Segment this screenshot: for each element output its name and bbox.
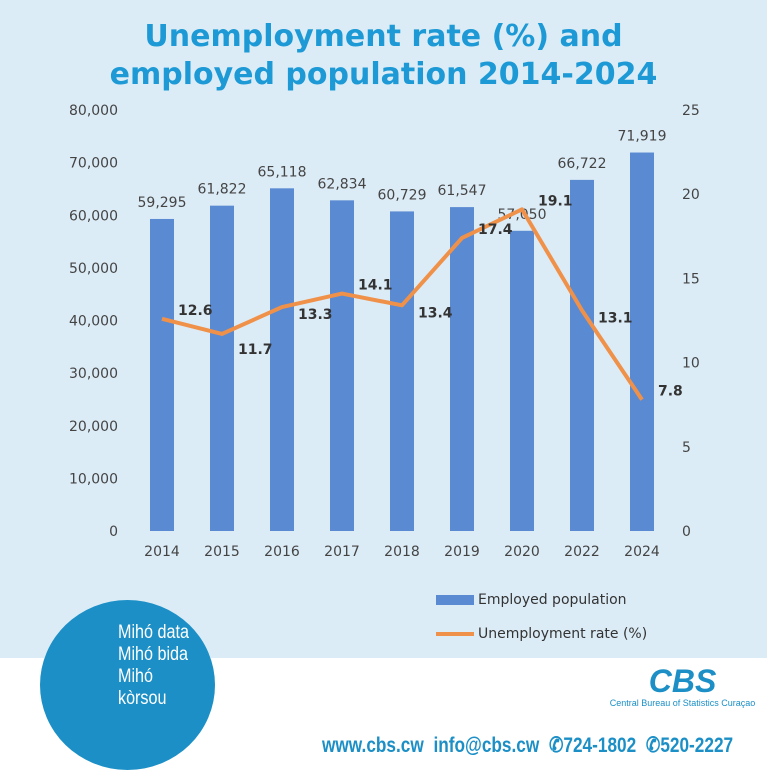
bar	[210, 205, 234, 531]
bar	[150, 218, 174, 531]
bar-data-label: 65,118	[258, 164, 307, 180]
x-axis-tick: 2022	[564, 544, 600, 560]
phone-icon: ✆	[548, 734, 564, 757]
right-axis-tick: 0	[682, 524, 691, 540]
whatsapp-icon: ✆	[645, 734, 661, 757]
left-axis-tick: 50,000	[69, 261, 118, 277]
bar-data-label: 57,050	[498, 207, 547, 223]
x-axis-tick: 2018	[384, 544, 420, 560]
left-axis-tick: 40,000	[69, 314, 118, 330]
contact-bar: www.cbs.cw info@cbs.cw ✆724-1802 ✆520-22…	[322, 733, 733, 758]
x-axis-tick: 2016	[264, 544, 300, 560]
legend-swatch-line	[436, 632, 474, 636]
left-axis-tick: 10,000	[69, 471, 118, 487]
logo-line: Mihó data	[118, 622, 189, 643]
title-line-1: Unemployment rate (%) and	[144, 19, 623, 54]
line-data-label: 13.4	[418, 305, 453, 321]
bar-data-label: 62,834	[318, 176, 367, 192]
bar	[330, 200, 354, 532]
bar-data-label: 71,919	[618, 129, 667, 145]
line-data-label: 11.7	[238, 342, 273, 358]
unemployment-line	[161, 207, 644, 401]
x-axis-tick: 2014	[144, 544, 180, 560]
bar	[570, 179, 594, 531]
bar	[390, 211, 414, 531]
right-axis-tick: 25	[682, 103, 700, 119]
x-axis-tick: 2024	[624, 544, 660, 560]
legend-label: Unemployment rate (%)	[478, 626, 648, 642]
whatsapp-number[interactable]: 520-2227	[660, 734, 734, 757]
mihodata-logo: Mihó data Mihó bida Mihó kòrsou	[40, 600, 215, 770]
chart-title: Unemployment rate (%) and employed popula…	[0, 18, 767, 94]
right-axis-tick: 5	[682, 440, 691, 456]
line-data-label: 13.1	[598, 310, 633, 326]
title-line-2: employed population 2014-2024	[109, 57, 658, 92]
cbs-logo: CBS Central Bureau of Statistics Curaçao	[600, 664, 765, 709]
left-axis-tick: 0	[109, 524, 118, 540]
bar-data-label: 59,295	[138, 195, 187, 211]
bar-data-label: 60,729	[378, 187, 427, 203]
bar	[450, 207, 474, 531]
left-axis-tick: 30,000	[69, 366, 118, 382]
chart: 0 10,000 20,000 30,000 40,000 50,000 60,000 70,…	[69, 103, 700, 560]
logo-line: Mihó bida	[118, 644, 189, 665]
line-data-label: 13.3	[298, 307, 333, 323]
legend-swatch-bar	[436, 595, 474, 605]
legend-item-unemployment: Unemployment rate (%)	[436, 624, 647, 644]
legend-label: Employed population	[478, 592, 627, 608]
line-data-label: 17.4	[478, 222, 513, 238]
line-data-label: 14.1	[358, 278, 393, 294]
x-axis-tick: 2019	[444, 544, 480, 560]
bar	[270, 188, 294, 531]
bar-data-label: 61,547	[438, 183, 487, 199]
right-axis-tick: 10	[682, 356, 700, 372]
email-link[interactable]: info@cbs.cw	[433, 734, 540, 757]
x-axis-tick: 2015	[204, 544, 240, 560]
bar-data-label: 61,822	[198, 182, 247, 198]
logo-line: Mihó kòrsou	[118, 666, 167, 709]
left-axis-tick: 80,000	[69, 103, 118, 119]
cbs-subtitle: Central Bureau of Statistics Curaçao	[609, 698, 756, 708]
bar	[510, 230, 534, 532]
left-axis-tick: 70,000	[69, 156, 118, 172]
website-link[interactable]: www.cbs.cw	[322, 734, 424, 757]
phone-number[interactable]: 724-1802	[563, 734, 637, 757]
line-data-label: 19.1	[538, 193, 573, 209]
cbs-name: CBS	[648, 663, 717, 699]
legend-item-employed: Employed population	[436, 590, 647, 610]
left-axis-tick: 60,000	[69, 208, 118, 224]
right-axis-tick: 15	[682, 271, 700, 287]
line-data-label: 7.8	[658, 384, 683, 400]
x-axis-tick: 2020	[504, 544, 540, 560]
right-axis-tick: 20	[682, 187, 700, 203]
x-axis-tick: 2017	[324, 544, 360, 560]
legend: Employed population Unemployment rate (%…	[436, 590, 647, 658]
left-axis-tick: 20,000	[69, 419, 118, 435]
bar-data-label: 66,722	[558, 156, 607, 172]
bar	[630, 152, 654, 532]
line-data-label: 12.6	[178, 303, 213, 319]
